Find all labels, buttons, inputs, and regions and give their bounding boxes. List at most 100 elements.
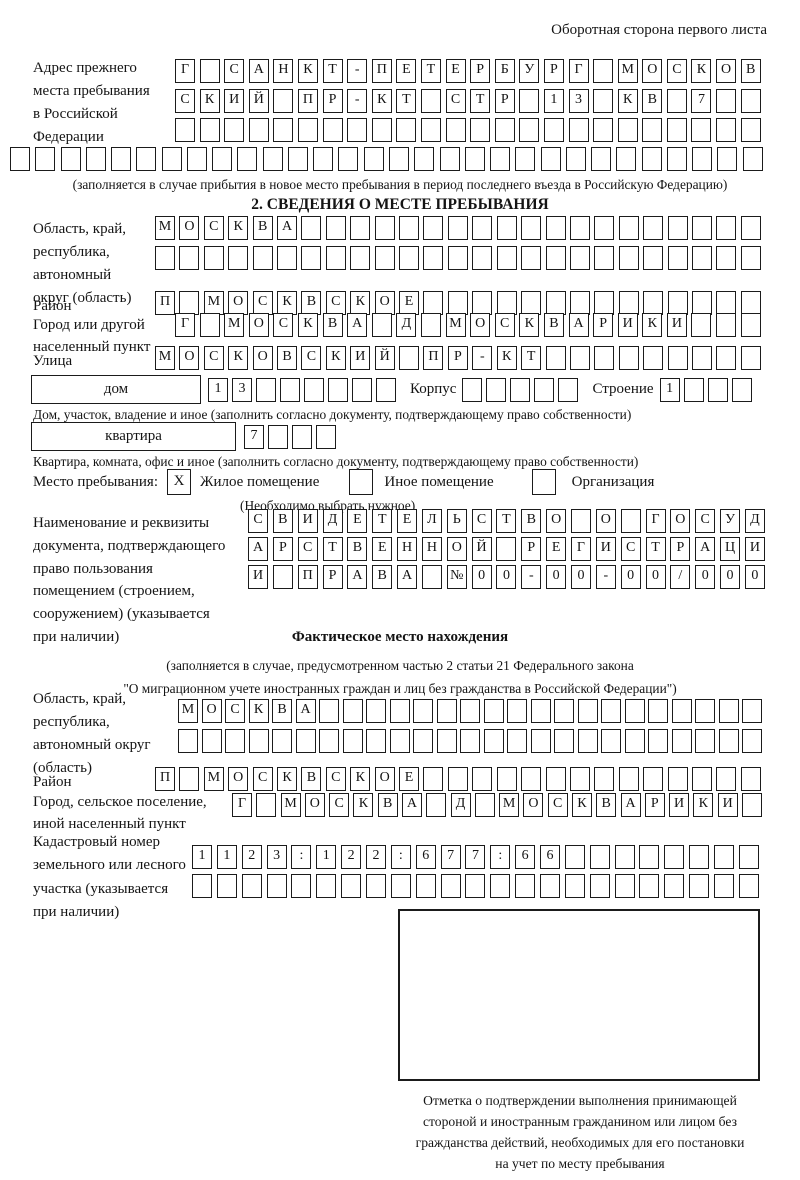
char-box: 0 (471, 565, 492, 589)
char-box: С (297, 537, 318, 561)
char-box (371, 118, 392, 142)
char-box (521, 291, 542, 315)
char-box (304, 377, 324, 402)
char-box (593, 89, 614, 113)
char-box: П (155, 291, 175, 315)
char-box (460, 729, 480, 753)
char-box (543, 118, 564, 142)
char-box: 6 (515, 845, 536, 869)
char-box: С (248, 509, 268, 533)
char-box (496, 246, 517, 270)
char-box (389, 699, 410, 723)
char-box (212, 147, 233, 171)
char-box: 0 (496, 565, 517, 589)
actual-city-label: Город, сельское поселение, иной населенны… (33, 794, 207, 833)
char-box (496, 537, 517, 561)
char-box (545, 246, 566, 270)
char-box: Й (248, 89, 269, 113)
korpus-cells (462, 377, 579, 402)
char-box: С (325, 291, 346, 315)
char-box: И (669, 793, 690, 817)
char-box (569, 246, 590, 270)
char-box (445, 118, 466, 142)
char-box: К (350, 767, 371, 791)
char-box (742, 147, 763, 171)
char-box (464, 147, 485, 171)
char-box (272, 729, 292, 753)
char-box (565, 147, 586, 171)
char-box (225, 729, 245, 753)
char-box: С (547, 793, 568, 817)
char-box: Д (744, 509, 765, 533)
char-box (519, 118, 540, 142)
char-box (199, 118, 220, 142)
stroenie-cells: 1 (659, 377, 752, 402)
char-box: М (280, 793, 301, 817)
char-box (490, 147, 511, 171)
char-box: 3 (232, 377, 252, 402)
char-box (671, 699, 692, 723)
char-box (742, 699, 762, 723)
char-box (691, 313, 712, 337)
char-box (161, 147, 182, 171)
char-box: И (666, 313, 687, 337)
char-box: Е (399, 767, 420, 791)
char-box (691, 246, 712, 270)
char-box: В (372, 565, 393, 589)
char-box (740, 767, 761, 791)
char-box: Р (593, 313, 614, 337)
char-box (667, 246, 688, 270)
char-box: 0 (620, 565, 641, 589)
char-box (695, 729, 715, 753)
char-box: С (273, 313, 294, 337)
char-box: К (277, 767, 298, 791)
apartment-type-box: квартира (31, 422, 236, 451)
char-box (347, 118, 368, 142)
char-box (292, 424, 312, 449)
char-box: С (325, 767, 346, 791)
char-box (589, 845, 610, 869)
char-box: Р (670, 537, 691, 561)
char-box (664, 845, 685, 869)
char-box (399, 246, 420, 270)
char-box (643, 246, 664, 270)
char-box (277, 246, 298, 270)
char-box: В (347, 537, 368, 561)
char-box: С (445, 89, 466, 113)
apartment-note: Квартира, комната, офис и иное (заполнит… (33, 454, 639, 469)
char-box (472, 291, 493, 315)
char-box (472, 216, 493, 240)
char-box: М (155, 216, 175, 240)
char-box: Ь (446, 509, 467, 533)
char-box: 0 (570, 565, 591, 589)
char-box (716, 767, 737, 791)
char-box: А (248, 537, 268, 561)
char-box (462, 377, 483, 402)
char-box (342, 699, 363, 723)
char-box: О (179, 216, 200, 240)
char-box: К (371, 89, 392, 113)
char-box (447, 291, 468, 315)
char-box (399, 216, 420, 240)
char-box (486, 377, 507, 402)
char-box: К (297, 313, 318, 337)
char-box (199, 59, 220, 83)
char-box (374, 216, 395, 240)
char-box (297, 118, 318, 142)
char-box (689, 845, 710, 869)
char-box (564, 874, 585, 898)
char-box (350, 216, 371, 240)
char-box: 6 (540, 845, 561, 869)
char-box (740, 89, 761, 113)
char-box: А (347, 313, 368, 337)
char-box (530, 699, 551, 723)
char-box (545, 346, 566, 370)
char-box: № (446, 565, 467, 589)
char-box: К (642, 313, 663, 337)
char-box (648, 729, 668, 753)
actual-region-label: Область, край, республика, автономный окру… (33, 691, 151, 776)
char-box: А (248, 59, 269, 83)
char-box: С (203, 216, 224, 240)
prev-address-label: Адрес прежнего места пребывания в Российск… (33, 60, 150, 145)
